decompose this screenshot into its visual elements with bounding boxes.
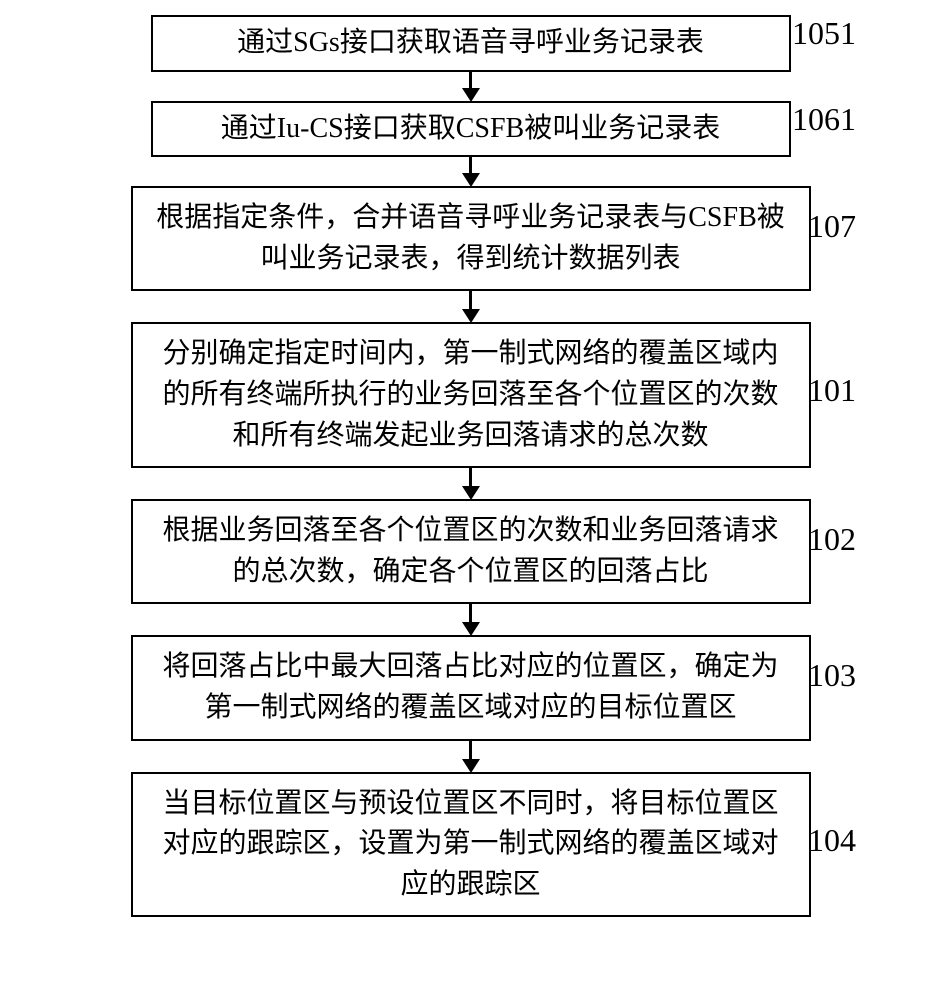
step-wrapper: 根据指定条件，合并语音寻呼业务记录表与CSFB被叫业务记录表，得到统计数据列表 … <box>60 186 881 291</box>
arrow-head-icon <box>462 309 480 323</box>
flowchart-step-104: 当目标位置区与预设位置区不同时，将目标位置区对应的跟踪区，设置为第一制式网络的覆… <box>131 772 811 918</box>
arrow-line <box>469 290 472 310</box>
flow-arrow <box>462 290 480 323</box>
step-text: 通过SGs接口获取语音寻呼业务记录表 <box>237 23 704 64</box>
arrow-line <box>469 467 472 487</box>
flowchart-step-102: 根据业务回落至各个位置区的次数和业务回落请求的总次数，确定各个位置区的回落占比 <box>131 499 811 604</box>
step-label: 103 <box>808 657 856 694</box>
arrow-head-icon <box>462 173 480 187</box>
step-text: 分别确定指定时间内，第一制式网络的覆盖区域内的所有终端所执行的业务回落至各个位置… <box>153 334 789 456</box>
step-wrapper: 将回落占比中最大回落占比对应的位置区，确定为第一制式网络的覆盖区域对应的目标位置… <box>60 635 881 740</box>
step-text: 根据业务回落至各个位置区的次数和业务回落请求的总次数，确定各个位置区的回落占比 <box>153 511 789 592</box>
arrow-head-icon <box>462 88 480 102</box>
step-text: 通过Iu-CS接口获取CSFB被叫业务记录表 <box>221 109 720 150</box>
flow-arrow <box>462 603 480 636</box>
flow-arrow <box>462 740 480 773</box>
flowchart-step-1051: 通过SGs接口获取语音寻呼业务记录表 <box>151 15 791 72</box>
arrow-head-icon <box>462 622 480 636</box>
step-label: 102 <box>808 521 856 558</box>
step-label: 101 <box>808 372 856 409</box>
flowchart-step-101: 分别确定指定时间内，第一制式网络的覆盖区域内的所有终端所执行的业务回落至各个位置… <box>131 322 811 468</box>
flow-arrow <box>462 467 480 500</box>
step-wrapper: 根据业务回落至各个位置区的次数和业务回落请求的总次数，确定各个位置区的回落占比 … <box>60 499 881 604</box>
step-wrapper: 分别确定指定时间内，第一制式网络的覆盖区域内的所有终端所执行的业务回落至各个位置… <box>60 322 881 468</box>
step-wrapper: 当目标位置区与预设位置区不同时，将目标位置区对应的跟踪区，设置为第一制式网络的覆… <box>60 772 881 918</box>
step-text: 当目标位置区与预设位置区不同时，将目标位置区对应的跟踪区，设置为第一制式网络的覆… <box>153 784 789 906</box>
arrow-head-icon <box>462 759 480 773</box>
step-label: 104 <box>808 822 856 859</box>
step-label: 1051 <box>792 15 856 52</box>
flowchart-step-103: 将回落占比中最大回落占比对应的位置区，确定为第一制式网络的覆盖区域对应的目标位置… <box>131 635 811 740</box>
step-label: 107 <box>808 208 856 245</box>
step-label: 1061 <box>792 101 856 138</box>
step-wrapper: 通过Iu-CS接口获取CSFB被叫业务记录表 1061 <box>60 101 881 158</box>
flowchart-step-1061: 通过Iu-CS接口获取CSFB被叫业务记录表 <box>151 101 791 158</box>
arrow-line <box>469 740 472 760</box>
arrow-line <box>469 71 472 89</box>
step-text: 根据指定条件，合并语音寻呼业务记录表与CSFB被叫业务记录表，得到统计数据列表 <box>153 198 789 279</box>
flowchart-container: 通过SGs接口获取语音寻呼业务记录表 1051 通过Iu-CS接口获取CSFB被… <box>60 15 881 917</box>
arrow-line <box>469 603 472 623</box>
arrow-line <box>469 156 472 174</box>
flowchart-step-107: 根据指定条件，合并语音寻呼业务记录表与CSFB被叫业务记录表，得到统计数据列表 <box>131 186 811 291</box>
step-text: 将回落占比中最大回落占比对应的位置区，确定为第一制式网络的覆盖区域对应的目标位置… <box>153 647 789 728</box>
step-wrapper: 通过SGs接口获取语音寻呼业务记录表 1051 <box>60 15 881 72</box>
flow-arrow <box>462 156 480 187</box>
arrow-head-icon <box>462 486 480 500</box>
flow-arrow <box>462 71 480 102</box>
